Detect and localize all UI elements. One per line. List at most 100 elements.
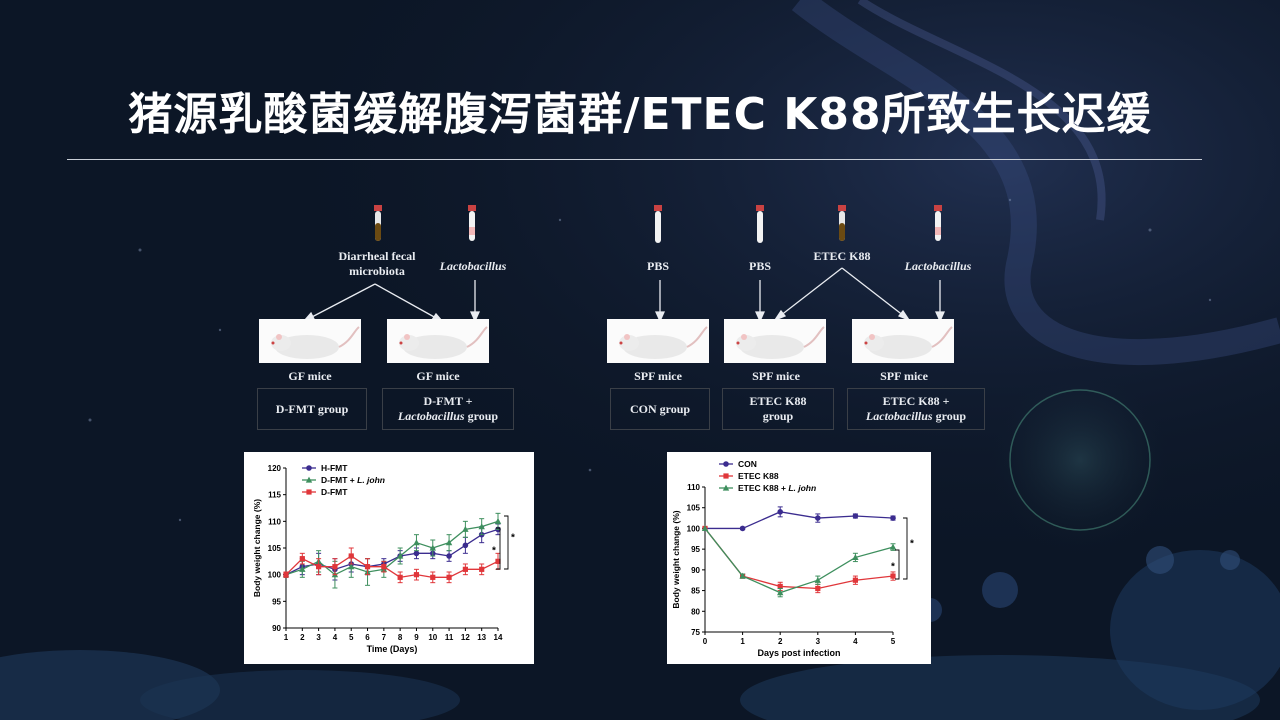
x-axis-label: Days post infection [757,648,840,658]
significance-bracket [895,549,900,580]
data-point [701,525,709,532]
mouse-image [387,319,489,363]
legend-item: D-FMT [302,487,348,497]
data-point [396,552,404,559]
x-tick-label: 4 [853,637,858,646]
body-weight-chart-etec: 75 80 85 90 95 100 105 110 0 1 2 3 4 5 Days post infec… [671,459,914,658]
mouse-label: GF mice [416,369,460,383]
data-point [462,525,469,532]
data-point [429,544,436,551]
x-tick-label: 3 [316,633,321,642]
data-point [283,572,289,578]
legend-label: CON [738,459,757,469]
data-point [462,542,469,549]
x-axis-label: Time (Days) [367,644,418,654]
series-etec-k88 [702,525,896,594]
chart-panel-right: 75 80 85 90 95 100 105 110 0 1 2 3 4 5 Days post infec… [667,452,931,664]
source-label-lactobacillus-right: Lactobacillus [904,259,972,273]
series-d-fmt- [282,512,502,589]
legend-label: ETEC K88 [738,471,779,481]
x-tick-label: 10 [428,633,437,642]
legend-item: D-FMT + L. john [302,475,385,485]
chart-panel-left: 90 95 100 105 110 115 120 1 2 3 4 5 6 7 8 9 10 11 12 13 14 Ti… [244,452,534,664]
data-point [852,577,858,583]
mouse-image [724,319,826,363]
y-tick-label: 90 [691,566,700,575]
series-line [285,528,499,576]
y-tick-label: 110 [687,483,700,492]
data-point [430,574,436,580]
group-box-con: CON group [610,388,710,430]
x-tick-label: 2 [778,637,783,646]
mouse-image [259,319,361,363]
mouse-label: SPF mice [634,369,682,383]
y-tick-label: 100 [268,571,282,580]
significance-bracket [496,527,501,570]
significance-star: * [910,539,914,550]
x-tick-label: 5 [891,637,896,646]
data-point [495,558,501,564]
y-tick-label: 100 [687,524,701,533]
y-tick-label: 90 [272,624,281,633]
data-point [348,563,355,570]
legend-item: ETEC K88 + L. john [719,483,816,493]
data-point [446,553,452,559]
data-point [413,539,420,546]
data-point [316,564,322,570]
significance-star: * [511,533,515,544]
x-tick-label: 3 [816,637,821,646]
y-tick-label: 110 [268,517,281,526]
data-point [739,525,746,532]
data-point [462,566,468,572]
y-tick-label: 105 [687,504,701,513]
x-tick-label: 1 [740,637,745,646]
legend-item: ETEC K88 [719,471,779,481]
y-tick-label: 85 [691,587,700,596]
data-point [445,539,453,546]
data-point [889,543,897,550]
source-label-etec: ETEC K88 [813,249,871,263]
x-tick-label: 6 [365,633,370,642]
source-label-diarrheal: Diarrheal fecal microbiota [338,249,416,278]
y-tick-label: 115 [268,491,281,500]
x-tick-label: 11 [445,633,454,642]
data-point [348,553,354,559]
y-axis-label: Body weight change (%) [671,510,681,608]
sample-tube-icons [374,205,942,243]
legend-marker [723,473,729,479]
legend-marker [305,476,313,483]
x-tick-label: 1 [284,633,289,642]
group-box-dfmt: D-FMT group [257,388,367,430]
data-point [397,574,403,580]
data-point [299,565,306,572]
series-line [705,511,894,530]
y-tick-label: 75 [691,628,700,637]
source-label-pbs-2: PBS [748,259,772,273]
x-tick-label: 0 [703,637,708,646]
legend-marker [722,484,730,491]
series-con [702,506,896,532]
mouse-image [607,319,709,363]
x-tick-label: 4 [333,633,338,642]
significance-bracket [504,515,509,570]
x-tick-label: 12 [461,633,470,642]
data-point [777,509,783,515]
legend-marker [723,461,729,467]
group-box-etec: ETEC K88 group [722,388,834,430]
legend-label: D-FMT [321,487,348,497]
source-label-lactobacillus-left: Lactobacillus [439,259,507,273]
legend-marker [306,489,312,495]
data-point [479,566,485,572]
series-line [704,528,894,594]
significance-star: * [891,562,895,573]
y-tick-label: 105 [268,544,282,553]
data-point [815,585,821,592]
legend-label: H-FMT [321,463,348,473]
title-divider [67,159,1202,160]
mouse-image [852,319,954,363]
mouse-label: GF mice [288,369,332,383]
data-point [890,573,896,579]
y-tick-label: 95 [272,597,281,606]
x-tick-label: 14 [494,633,503,642]
